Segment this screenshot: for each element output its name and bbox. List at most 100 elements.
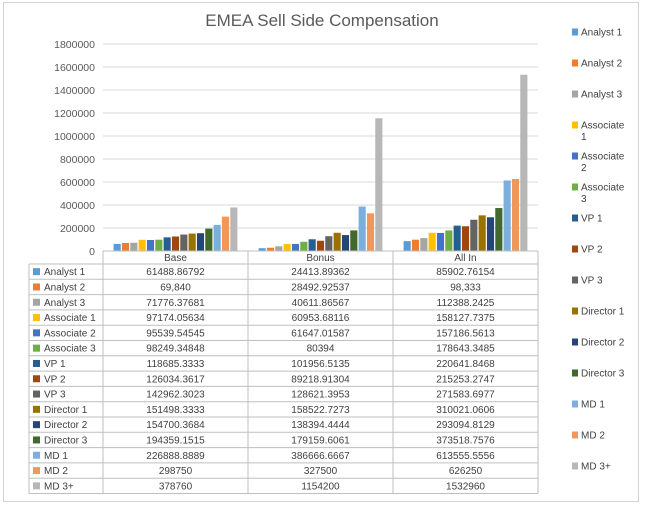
bar-analyst-1-base bbox=[113, 243, 121, 251]
table-cell: 24413.89362 bbox=[291, 267, 350, 278]
x-category-label: Bonus bbox=[306, 253, 334, 264]
table-row-label: VP 3 bbox=[44, 390, 66, 401]
y-tick-label: 1600000 bbox=[54, 62, 95, 74]
table-cell: 69,840 bbox=[160, 282, 191, 293]
table-cell: 157186.5613 bbox=[436, 328, 495, 339]
legend-label: Analyst 3 bbox=[581, 90, 623, 101]
legend-label: Analyst 2 bbox=[581, 59, 623, 70]
bar-vp-3-all-in bbox=[470, 219, 478, 251]
table-cell: 271583.6977 bbox=[436, 390, 495, 401]
bar-analyst-2-all-in bbox=[411, 239, 420, 251]
legend-label: Associate bbox=[581, 121, 625, 132]
table-cell: 126034.3617 bbox=[146, 374, 205, 385]
legend-swatch bbox=[572, 307, 578, 315]
table-cell: 293094.8129 bbox=[436, 420, 495, 431]
table-row-label: VP 1 bbox=[44, 359, 66, 370]
table-cell: 154700.3684 bbox=[146, 420, 205, 431]
table-cell: 613555.5556 bbox=[436, 451, 495, 462]
legend-swatch bbox=[572, 338, 578, 346]
table-legend-key bbox=[33, 436, 40, 444]
table-cell: 298750 bbox=[159, 466, 193, 477]
legend-label: MD 2 bbox=[581, 431, 605, 442]
legend-swatch bbox=[572, 214, 578, 222]
bar-md-3--all-in bbox=[520, 74, 528, 252]
table-cell: 138394.4444 bbox=[291, 420, 350, 431]
legend-swatch bbox=[572, 431, 578, 439]
legend-swatch bbox=[572, 276, 578, 284]
table-cell: 118685.3333 bbox=[147, 359, 205, 370]
bar-vp-3-base bbox=[180, 234, 188, 251]
bar-associate-1-base bbox=[138, 239, 146, 251]
bar-md-3--base bbox=[230, 207, 238, 251]
legend-label: MD 1 bbox=[581, 400, 605, 411]
bar-vp-1-base bbox=[163, 237, 171, 251]
table-cell: 378760 bbox=[159, 481, 193, 492]
bar-associate-2-base bbox=[146, 240, 155, 251]
bar-analyst-3-bonus bbox=[275, 246, 283, 251]
legend-swatch bbox=[572, 152, 578, 160]
table-legend-key bbox=[33, 283, 40, 291]
legend-label: Analyst 1 bbox=[581, 28, 623, 39]
bar-md-2-bonus bbox=[366, 213, 375, 251]
table-cell: 28492.92537 bbox=[291, 282, 350, 293]
bar-vp-2-base bbox=[171, 236, 180, 251]
legend-label: Director 1 bbox=[581, 307, 625, 318]
table-row-label: Director 1 bbox=[44, 405, 88, 416]
legend-swatch bbox=[572, 462, 578, 470]
table-cell: 80394 bbox=[307, 344, 335, 355]
table-cell: 220641.8468 bbox=[436, 359, 495, 370]
legend-label: Director 3 bbox=[581, 369, 625, 380]
table-cell: 151498.3333 bbox=[146, 405, 205, 416]
table-row-label: Analyst 3 bbox=[44, 298, 86, 309]
table-cell: 98,333 bbox=[450, 282, 481, 293]
legend-label: Director 2 bbox=[581, 338, 625, 349]
chart-frame bbox=[3, 2, 639, 502]
bar-director-2-bonus bbox=[341, 235, 350, 251]
bar-vp-1-bonus bbox=[308, 239, 316, 251]
bar-vp-2-all-in bbox=[461, 226, 470, 251]
table-row-label: Director 2 bbox=[44, 420, 88, 431]
bar-analyst-2-base bbox=[121, 242, 130, 251]
bar-director-3-base bbox=[205, 228, 213, 251]
table-cell: 158522.7273 bbox=[291, 405, 350, 416]
y-tick-label: 800000 bbox=[60, 154, 95, 166]
legend-label: VP 2 bbox=[581, 245, 603, 256]
legend-swatch bbox=[572, 183, 578, 191]
table-legend-key bbox=[33, 421, 40, 429]
table-row-label: Director 3 bbox=[44, 435, 88, 446]
table-cell: 373518.7576 bbox=[436, 435, 495, 446]
bar-md-1-all-in bbox=[503, 180, 511, 251]
legend-label: 2 bbox=[581, 163, 587, 174]
table-cell: 60953.68116 bbox=[292, 313, 350, 324]
legend-swatch bbox=[572, 59, 578, 67]
bar-associate-3-bonus bbox=[300, 241, 308, 251]
bar-associate-2-all-in bbox=[436, 232, 445, 251]
y-tick-label: 600000 bbox=[60, 177, 95, 189]
legend-label: MD 3+ bbox=[581, 462, 611, 473]
table-cell: 158127.7375 bbox=[436, 313, 495, 324]
bar-associate-3-all-in bbox=[445, 230, 453, 251]
legend-label: VP 3 bbox=[581, 276, 603, 287]
y-tick-label: 400000 bbox=[60, 200, 95, 212]
legend-swatch bbox=[572, 400, 578, 408]
table-cell: 215253.2747 bbox=[436, 374, 495, 385]
x-category-label: All In bbox=[454, 253, 476, 264]
table-cell: 71776.37681 bbox=[146, 298, 205, 309]
table-cell: 97174.05634 bbox=[146, 313, 205, 324]
bar-analyst-3-all-in bbox=[420, 238, 428, 251]
legend-label: 3 bbox=[581, 194, 587, 205]
legend-swatch bbox=[572, 90, 578, 98]
chart-title: EMEA Sell Side Compensation bbox=[205, 11, 438, 30]
table-row-label: VP 2 bbox=[44, 374, 66, 385]
table-cell: 61488.86792 bbox=[146, 267, 205, 278]
legend-label: Associate bbox=[581, 152, 625, 163]
table-cell: 95539.54545 bbox=[146, 328, 205, 339]
legend-swatch bbox=[572, 369, 578, 377]
table-legend-key bbox=[33, 344, 40, 352]
bar-md-1-base bbox=[213, 224, 221, 251]
table-cell: 194359.1515 bbox=[146, 435, 205, 446]
table-row-label: MD 2 bbox=[44, 466, 68, 477]
table-cell: 226888.8889 bbox=[146, 451, 205, 462]
bar-md-2-base bbox=[221, 216, 230, 251]
